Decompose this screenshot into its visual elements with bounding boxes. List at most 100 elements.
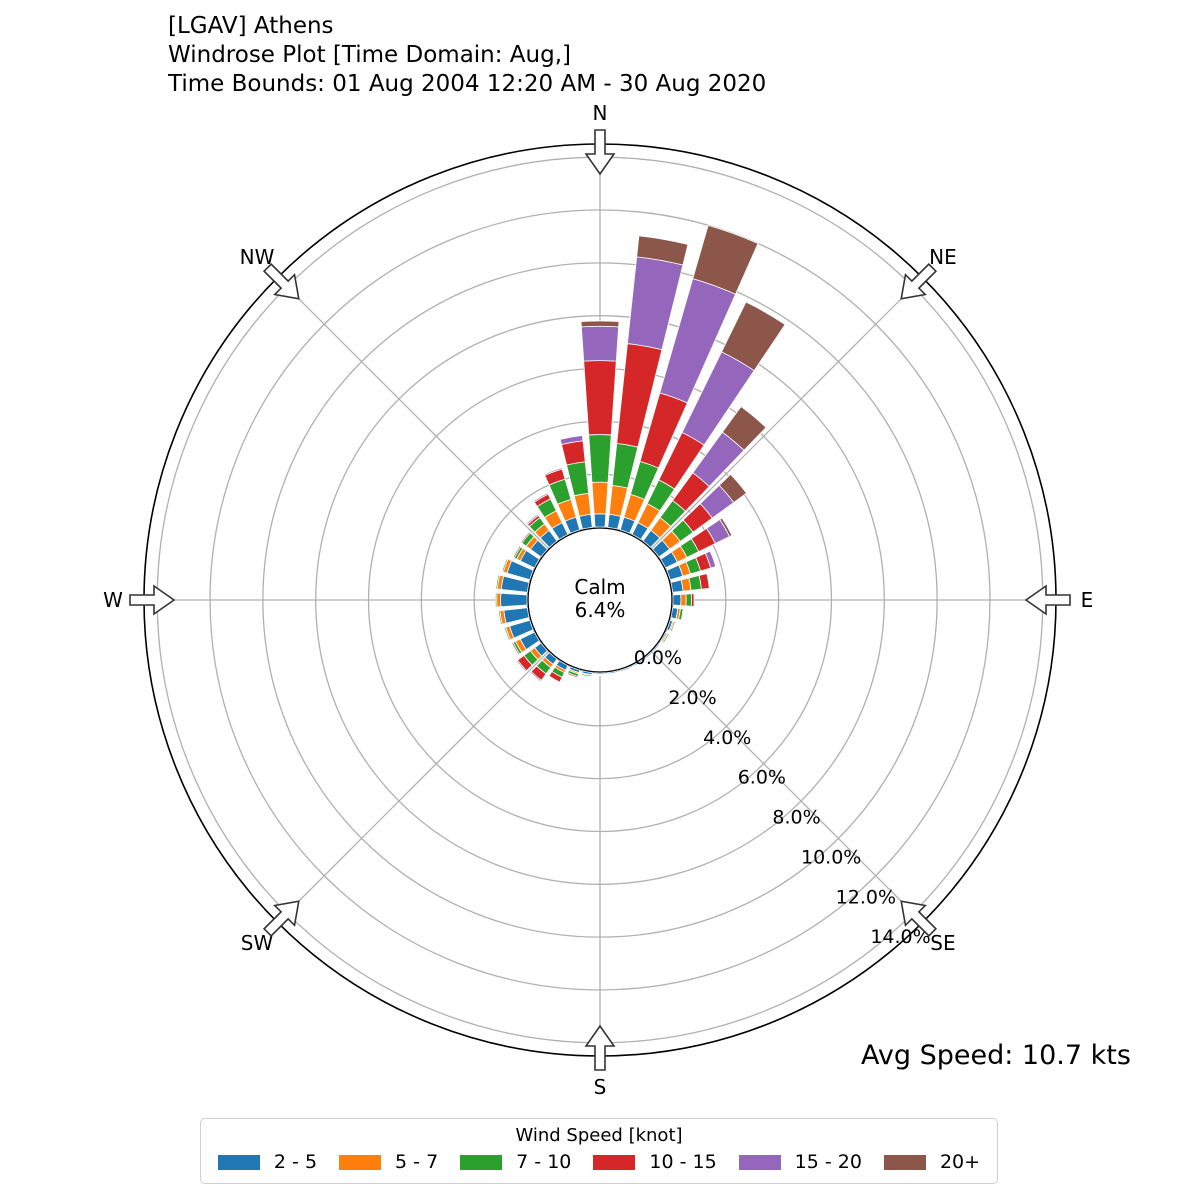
title-station: [LGAV] Athens [168, 13, 334, 39]
radial-tick-label: 14.0% [870, 926, 930, 948]
chart-title: [LGAV] Athens Windrose Plot [Time Domain… [168, 12, 818, 99]
wind-bar-segment [498, 610, 503, 626]
legend-item: 10 - 15 [593, 1151, 717, 1173]
title-time-bounds: Time Bounds: 01 Aug 2004 12:20 AM - 30 A… [168, 71, 767, 97]
compass-arrow-shape [900, 900, 938, 938]
compass-arrow-shape [584, 129, 616, 176]
wind-bar-segment [662, 632, 670, 644]
wind-bar-segment [643, 653, 653, 662]
wind-bar-segment [511, 642, 521, 656]
wind-bar-segment [503, 607, 530, 624]
legend-items: 2 - 5 5 - 7 7 - 10 10 - 15 15 - 20 20+ [201, 1151, 997, 1173]
compass-arrow-shape [262, 900, 300, 938]
wind-bar-segment [532, 492, 549, 503]
wind-bar-segment [593, 513, 607, 528]
wind-bar-segment [653, 643, 662, 654]
chart-overlay: Calm 6.4% [574, 575, 625, 622]
compass-label: N [593, 101, 608, 125]
wind-bar-segment [515, 659, 528, 673]
wind-bar-segment [698, 573, 710, 590]
radial-tick-label: 8.0% [772, 807, 820, 829]
legend-item: 15 - 20 [738, 1151, 862, 1173]
wind-bar-segment [591, 481, 609, 515]
legend-label: 7 - 10 [516, 1151, 572, 1173]
legend-swatch [339, 1154, 382, 1170]
wind-bar-segment [578, 513, 593, 530]
radial-tick-label: 0.0% [634, 647, 682, 669]
legend-swatch [217, 1154, 260, 1170]
wind-bar-segment [704, 550, 717, 569]
compass-arrow-shape [584, 1024, 616, 1071]
compass-arrow-icon [900, 900, 938, 938]
compass-arrow-shape [1024, 584, 1071, 616]
avg-speed-label: Avg Speed: 10.7 kts [861, 1040, 1131, 1071]
wind-bar-segment [721, 406, 767, 451]
compass-arrow-shape [129, 584, 176, 616]
compass-label: SW [241, 931, 274, 955]
compass-arrow-icon [129, 584, 176, 616]
legend-item: 7 - 10 [460, 1151, 571, 1173]
legend-swatch [460, 1154, 503, 1170]
legend: Wind Speed [knot] 2 - 5 5 - 7 7 - 10 10 - 1… [200, 1118, 998, 1184]
compass-arrow-icon [900, 262, 938, 300]
wind-bar-segment [496, 592, 502, 608]
compass-label: S [594, 1075, 607, 1099]
wind-bar-segment [520, 531, 531, 544]
legend-item: 5 - 7 [339, 1151, 438, 1173]
wind-bar-segment [607, 672, 619, 676]
grid-spoke [651, 651, 923, 923]
wind-bar-segment [690, 593, 695, 607]
legend-label: 2 - 5 [273, 1151, 318, 1173]
compass-label: E [1081, 588, 1094, 612]
radial-tick-label: 2.0% [668, 687, 716, 709]
wind-bar-segment [494, 592, 498, 608]
wind-bar-segment [680, 593, 687, 607]
calm-label: Calm [574, 575, 625, 599]
windrose-bars [494, 224, 786, 683]
wind-bar-segment [620, 667, 632, 673]
grid-spoke [277, 277, 549, 549]
legend-item: 2 - 5 [217, 1151, 318, 1173]
wind-bar-segment [543, 467, 563, 476]
compass-arrows [129, 129, 1071, 1071]
radial-tick-label: 12.0% [836, 886, 896, 908]
wind-bar-segment [608, 484, 629, 517]
wind-bar-segment [607, 513, 622, 530]
compass-arrow-icon [584, 1024, 616, 1071]
wind-bar-segment [692, 224, 759, 295]
legend-item: 20+ [883, 1151, 981, 1173]
title-plot-type: Windrose Plot [Time Domain: Aug,] [168, 42, 572, 68]
legend-label: 15 - 20 [794, 1151, 862, 1173]
radial-tick-label: 6.0% [738, 767, 786, 789]
wind-bar-segment [566, 461, 590, 497]
wind-bar-segment [685, 593, 692, 607]
legend-swatch [883, 1154, 926, 1170]
wind-bar-segment [718, 473, 748, 504]
legend-swatch [593, 1154, 636, 1170]
wind-bar-segment [626, 256, 684, 351]
wind-bar-segment [503, 626, 511, 641]
radial-tick-labels: 0.0% 2.0% 4.0% 6.0% 8.0% 10.0% 12.0% 14.0% [634, 647, 931, 948]
grid-spoke [651, 277, 923, 549]
title-time-bounds-clip: Time Bounds: 01 Aug 2004 12:20 AM - 30 A… [168, 70, 818, 99]
wind-bar-segment [594, 674, 606, 677]
wind-bar-segment [573, 492, 592, 517]
wind-bar-segment [580, 325, 620, 362]
legend-title: Wind Speed [knot] [515, 1125, 683, 1146]
wind-bar-segment [561, 440, 586, 466]
wind-bar-segment [512, 545, 522, 559]
wind-bar-segment [580, 673, 593, 678]
compass-label: NW [240, 245, 275, 269]
wind-bar-segment [529, 671, 542, 682]
legend-swatch [738, 1154, 781, 1170]
wind-bar-segment [500, 592, 528, 608]
wind-bar-segment [678, 608, 684, 621]
wind-bar-segment [548, 670, 563, 683]
legend-label: 20+ [939, 1151, 981, 1173]
compass-arrow-shape [900, 262, 938, 300]
compass-label: NE [929, 245, 957, 269]
compass-labels: N NE E SE S SW W NW [103, 101, 1093, 1099]
grid-spoke [277, 651, 549, 923]
legend-label: 10 - 15 [649, 1151, 717, 1173]
